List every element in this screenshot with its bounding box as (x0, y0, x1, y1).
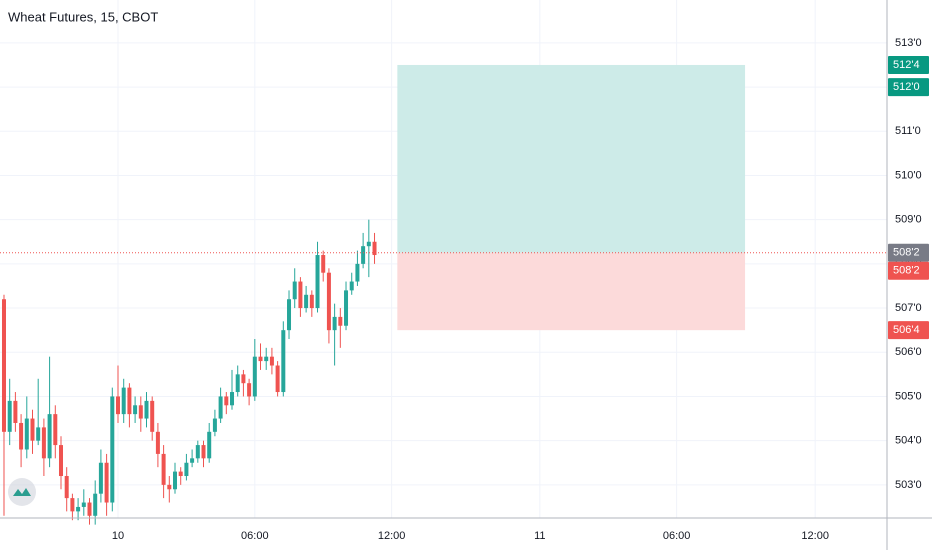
candle-body (366, 241, 371, 247)
candle-body (275, 365, 280, 393)
position-tool[interactable] (397, 64, 746, 331)
candle-body (332, 316, 337, 331)
candle-body (41, 427, 46, 459)
candle-body (298, 281, 303, 309)
price-label: 512'4 (893, 59, 920, 71)
candle-body (64, 476, 69, 499)
x-tick-label: 10 (112, 530, 124, 542)
y-tick-label: 509'0 (895, 214, 922, 226)
candle-body (338, 316, 343, 326)
candle-body (292, 281, 297, 300)
y-tick-label: 503'0 (895, 479, 922, 491)
candle-body (110, 396, 115, 503)
price-label: 508'2 (893, 247, 920, 259)
candle-body (281, 330, 286, 393)
candle-body (184, 462, 189, 477)
candle-body (161, 453, 166, 485)
candle-body (344, 290, 349, 326)
price-label-box (888, 243, 929, 262)
candle-body (207, 431, 212, 459)
x-tick-label: 12:00 (378, 530, 406, 542)
candle-body (150, 400, 155, 432)
y-tick-label: 513'0 (895, 37, 922, 49)
candle-body (178, 471, 183, 477)
candle-body (218, 396, 223, 419)
candle-body (47, 414, 52, 459)
candle-body (269, 356, 274, 366)
candle-body (361, 246, 366, 264)
candle-body (127, 387, 132, 415)
y-tick-label: 511'0 (895, 125, 921, 137)
x-tick-label: 06:00 (663, 530, 691, 542)
candle-body (155, 431, 160, 454)
candle-body (116, 396, 121, 415)
candle-body (36, 427, 41, 441)
stop-zone (397, 252, 746, 331)
candle-body (13, 400, 18, 423)
x-tick-label: 06:00 (241, 530, 269, 542)
candle-body (230, 392, 235, 406)
candle-body (76, 506, 81, 512)
price-label-box (888, 78, 929, 97)
price-label-box (888, 261, 929, 280)
price-label: 512'0 (893, 81, 920, 93)
y-tick-label: 504'0 (895, 435, 922, 447)
candle-body (138, 405, 143, 419)
candle-body (212, 418, 217, 432)
candle-body (321, 255, 326, 273)
y-tick-label: 506'0 (895, 346, 922, 358)
logo (8, 478, 36, 506)
candle-body (315, 255, 320, 309)
x-tick-label: 11 (534, 530, 545, 542)
x-tick-label: 12:00 (801, 530, 829, 542)
candle-body (104, 462, 109, 503)
candle-body (241, 374, 246, 384)
candle-body (7, 400, 12, 432)
candle-body (355, 263, 360, 282)
axes: 503'0504'0505'0506'0507'0508'0509'0510'0… (112, 37, 929, 542)
candle-body (309, 294, 314, 309)
candle-body (349, 281, 354, 291)
candle-body (252, 356, 257, 397)
candle-body (24, 418, 29, 450)
candle-body (195, 445, 200, 459)
candle-body (19, 422, 24, 450)
price-label: 508'2 (893, 265, 920, 277)
candle-body (53, 414, 58, 446)
candle-body (304, 294, 309, 309)
candle-body (326, 272, 331, 331)
candle-body (121, 387, 126, 415)
candle-body (144, 400, 149, 419)
y-tick-label: 510'0 (895, 169, 922, 181)
candle-body (93, 493, 98, 516)
candle-body (264, 356, 269, 362)
price-label-box (888, 55, 929, 74)
candle-body (30, 418, 35, 441)
candle-body (1, 299, 6, 432)
candle-body (98, 462, 103, 494)
y-tick-label: 505'0 (895, 390, 922, 402)
price-label: 506'4 (893, 324, 920, 336)
target-zone (397, 64, 746, 253)
candle-body (70, 498, 75, 512)
candle-body (224, 396, 229, 406)
candle-body (287, 299, 292, 331)
candle-body (247, 383, 252, 397)
candle-body (87, 502, 92, 516)
chart-title: Wheat Futures, 15, CBOT (8, 9, 158, 24)
candle-body (81, 502, 86, 507)
candle-body (58, 445, 63, 477)
candle-body (167, 484, 172, 490)
candle-body (201, 445, 206, 459)
candle-body (235, 374, 240, 393)
y-tick-label: 507'0 (895, 302, 922, 314)
candles (0, 219, 887, 525)
price-label-box (888, 321, 929, 340)
candle-body (190, 458, 195, 463)
candle-body (258, 356, 263, 362)
candle-body (133, 405, 138, 415)
candle-body (173, 471, 178, 490)
candle-body (372, 241, 377, 256)
